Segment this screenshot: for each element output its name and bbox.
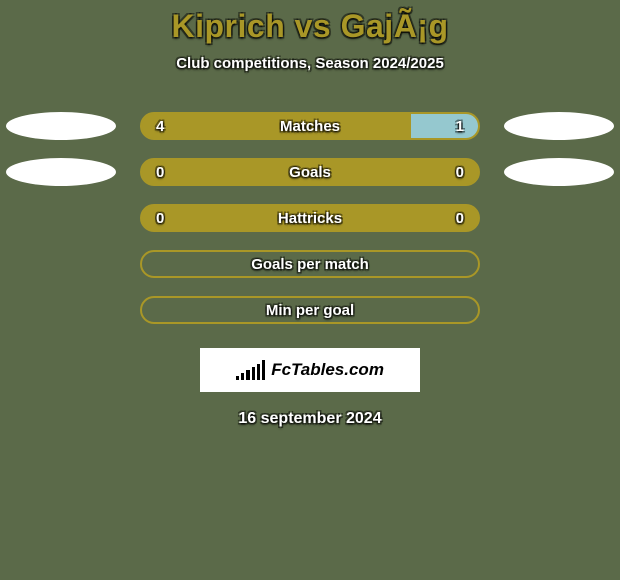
stat-row: 00Hattricks	[0, 204, 620, 232]
logo-bars-icon	[236, 360, 265, 380]
player-left-ellipse	[6, 158, 116, 186]
logo-box: FcTables.com	[200, 348, 420, 392]
stat-bar: Goals per match	[140, 250, 480, 278]
logo-text: FcTables.com	[271, 360, 384, 380]
stat-label: Matches	[142, 114, 478, 138]
comparison-card: Kiprich vs GajÃ¡g Club competitions, Sea…	[0, 0, 620, 580]
stat-rows: 41Matches 00Goals 00Hattricks Goals per mat…	[0, 112, 620, 324]
player-left-ellipse	[6, 112, 116, 140]
card-title: Kiprich vs GajÃ¡g	[0, 0, 620, 45]
stat-row: 41Matches	[0, 112, 620, 140]
stat-label: Hattricks	[142, 206, 478, 230]
stat-bar: 00Goals	[140, 158, 480, 186]
card-subtitle: Club competitions, Season 2024/2025	[0, 55, 620, 72]
stat-bar: 41Matches	[140, 112, 480, 140]
stat-row: 00Goals	[0, 158, 620, 186]
stat-label: Goals	[142, 160, 478, 184]
date-text: 16 september 2024	[238, 410, 381, 428]
stat-row: Min per goal	[0, 296, 620, 324]
stat-bar: 00Hattricks	[140, 204, 480, 232]
player-right-ellipse	[504, 112, 614, 140]
stat-label: Goals per match	[142, 252, 478, 276]
footer: FcTables.com 16 september 2024	[0, 348, 620, 428]
stat-row: Goals per match	[0, 250, 620, 278]
player-right-ellipse	[504, 158, 614, 186]
stat-bar: Min per goal	[140, 296, 480, 324]
stat-label: Min per goal	[142, 298, 478, 322]
